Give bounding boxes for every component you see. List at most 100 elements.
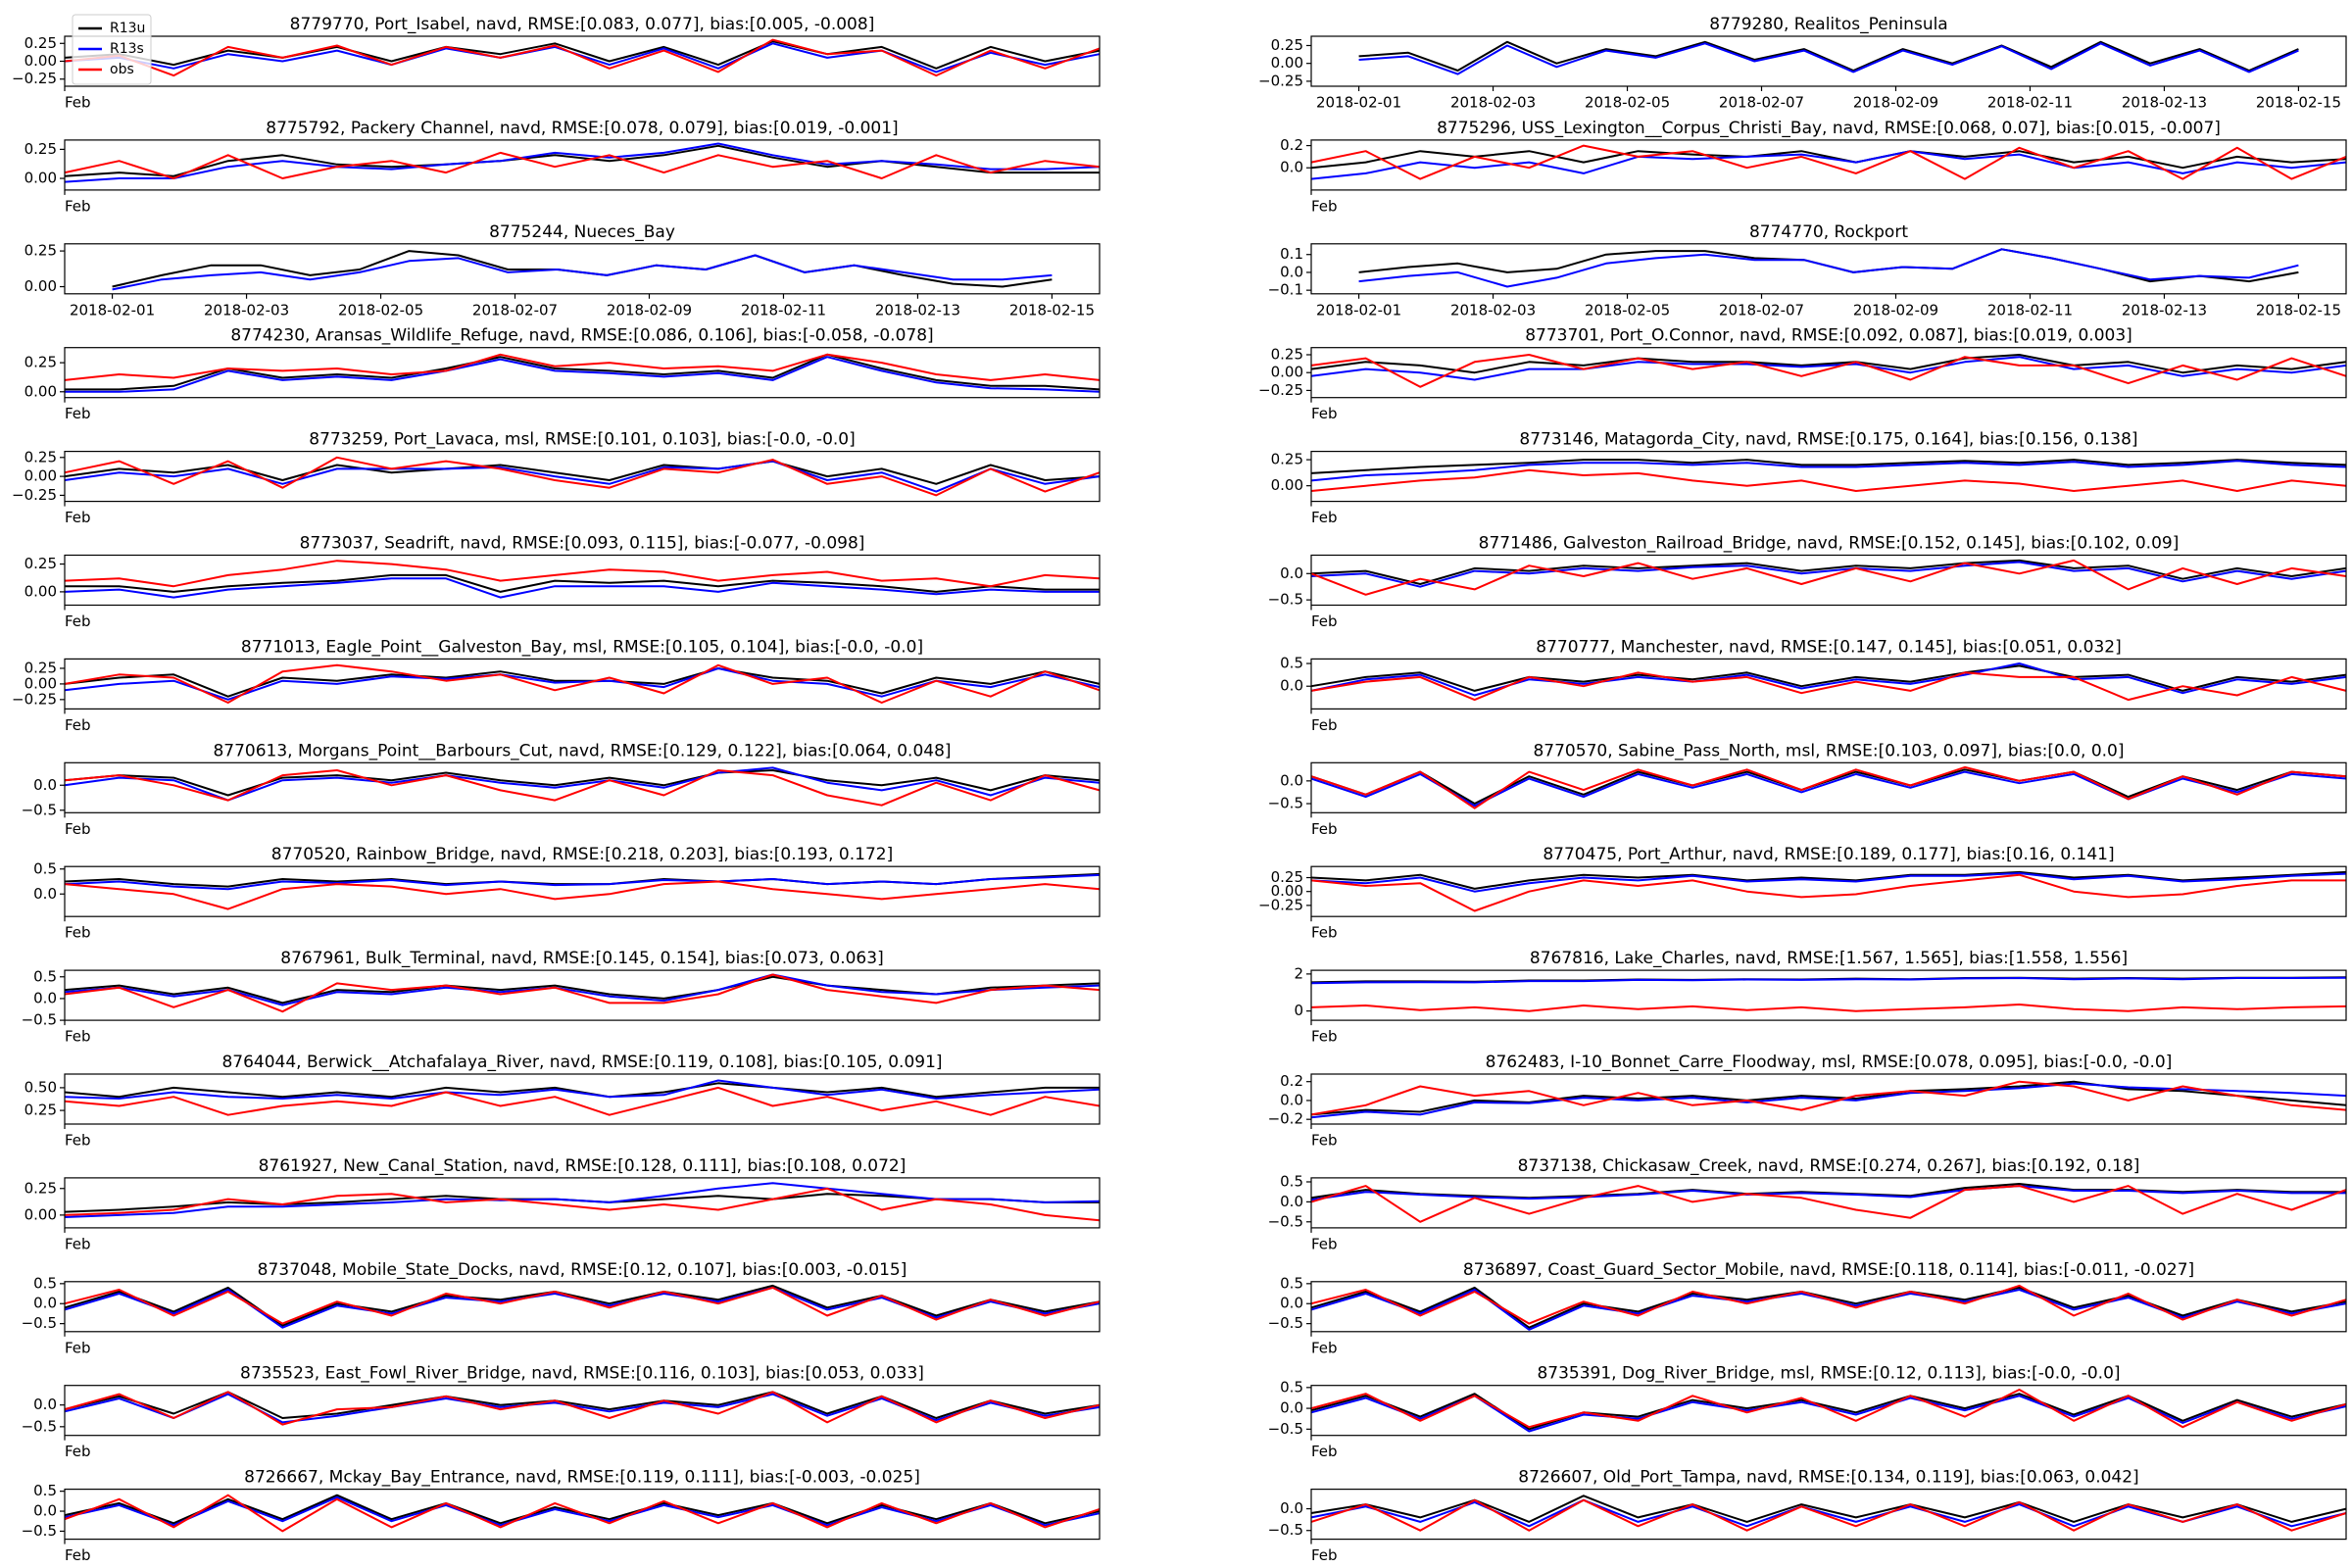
y-tick-label: 0.25 <box>1271 36 1303 54</box>
y-tick-label: 0.5 <box>33 1482 57 1499</box>
chart-title: 8770520, Rainbow_Bridge, navd, RMSE:[0.2… <box>271 845 893 864</box>
y-tick-label: −0.25 <box>12 690 57 708</box>
series-line <box>1358 42 2299 75</box>
y-tick-label: 0.00 <box>1271 476 1303 494</box>
y-tick-label: 0.0 <box>1280 263 1303 280</box>
x-tick-label: Feb <box>1311 509 1338 526</box>
y-tick-label: 0.0 <box>1280 771 1303 789</box>
chart-title: 8775296, USS_Lexington__Corpus_Christi_B… <box>1437 119 2221 138</box>
y-tick-label: 0.0 <box>33 885 57 903</box>
y-tick-label: 0.5 <box>33 859 57 877</box>
chart-title: 8771013, Eagle_Point__Galveston_Bay, msl… <box>241 637 923 657</box>
axes-frame <box>64 35 1101 87</box>
y-tick-label: 0.0 <box>33 1502 57 1520</box>
axes-frame <box>1310 451 2347 503</box>
x-tick-label: Feb <box>1311 405 1338 422</box>
chart-title: 8775792, Packery Channel, navd, RMSE:[0.… <box>266 119 898 138</box>
y-tick-label: −0.5 <box>1268 1314 1303 1332</box>
chart-title: 8726667, Mckay_Bay_Entrance, navd, RMSE:… <box>244 1468 920 1488</box>
y-tick-label: −0.5 <box>1268 1521 1303 1539</box>
chart-title: 8770613, Morgans_Point__Barbours_Cut, na… <box>213 741 951 760</box>
series-line <box>1358 248 2299 288</box>
x-tick-label: 2018-02-13 <box>2122 301 2207 318</box>
x-tick-label: Feb <box>1311 716 1338 734</box>
series-line <box>64 1082 1100 1099</box>
series-line <box>64 1086 1101 1116</box>
axes-frame <box>1310 347 2347 399</box>
x-tick-label: 2018-02-03 <box>1450 94 1536 112</box>
y-tick-label: 0.5 <box>33 967 57 985</box>
series-line <box>64 142 1101 183</box>
series-line <box>1310 1393 2347 1431</box>
series-line <box>1310 354 2347 374</box>
chart-title: 8737048, Mobile_State_Docks, navd, RMSE:… <box>258 1260 907 1280</box>
x-tick-label: 2018-02-15 <box>1009 301 1095 318</box>
series-line <box>1310 1080 2347 1116</box>
y-tick-label: −0.25 <box>1258 72 1303 89</box>
series-line <box>64 1494 1101 1533</box>
axes-frame <box>1310 554 2347 607</box>
x-tick-label: Feb <box>65 924 91 942</box>
x-tick-label: 2018-02-15 <box>2256 94 2341 112</box>
x-tick-label: 2018-02-05 <box>1585 301 1670 318</box>
legend-box <box>72 14 152 85</box>
x-tick-label: Feb <box>65 612 91 630</box>
y-tick-label: −0.25 <box>1258 381 1303 399</box>
axes-frame <box>1310 1177 2347 1229</box>
chart-title: 8762483, I-10_Bonnet_Carre_Floodway, msl… <box>1486 1053 2173 1072</box>
y-tick-label: 0.00 <box>24 52 57 70</box>
series-line <box>1358 40 2299 72</box>
series-line <box>64 1079 1101 1100</box>
chart-title: 8735523, East_Fowl_River_Bridge, navd, R… <box>240 1364 924 1384</box>
series-line <box>64 456 1101 497</box>
series-line <box>1310 559 2347 585</box>
chart-title: 8779280, Realitos_Peninsula <box>1709 15 1947 34</box>
x-tick-label: Feb <box>1311 1028 1338 1046</box>
axes-frame <box>64 761 1101 813</box>
y-tick-label: 0.0 <box>33 1396 57 1413</box>
y-tick-label: 0.00 <box>24 582 57 600</box>
chart-title: 8764044, Berwick__Atchafalaya_River, nav… <box>221 1053 942 1072</box>
chart-title: 8773037, Seadrift, navd, RMSE:[0.093, 0.… <box>300 534 865 554</box>
axes-frame <box>1310 1488 2347 1541</box>
axes-frame <box>1310 658 2347 710</box>
series-line <box>1310 1494 2347 1523</box>
axes-frame <box>1310 1073 2347 1125</box>
axes-frame <box>64 243 1101 295</box>
axes-frame <box>64 1385 1101 1437</box>
y-tick-label: 0.25 <box>24 555 57 572</box>
axes-frame <box>64 969 1101 1021</box>
axes-frame <box>1310 761 2347 813</box>
series-line <box>112 250 1053 288</box>
y-tick-label: 0.1 <box>1280 245 1303 263</box>
y-tick-label: 0.00 <box>24 277 57 295</box>
x-tick-label: 2018-02-09 <box>1853 301 1938 318</box>
chart-title: 8770570, Sabine_Pass_North, msl, RMSE:[0… <box>1533 741 2124 760</box>
y-tick-label: 0.25 <box>24 140 57 158</box>
series-line <box>1310 1185 2346 1201</box>
y-tick-label: 0.25 <box>24 1179 57 1197</box>
x-tick-label: 2018-02-03 <box>1450 301 1536 318</box>
y-tick-label: 0.2 <box>1280 1072 1303 1090</box>
y-tick-label: 2 <box>1294 964 1303 982</box>
y-tick-label: 0.2 <box>1280 136 1303 154</box>
y-tick-label: 0.25 <box>24 34 57 52</box>
y-tick-label: 0.00 <box>24 170 57 187</box>
y-tick-label: −0.5 <box>1268 1212 1303 1230</box>
series-line <box>64 151 1101 179</box>
y-tick-label: 0.00 <box>24 382 57 400</box>
x-tick-label: 2018-02-11 <box>1987 301 2073 318</box>
legend-label: R13s <box>110 41 144 57</box>
series-line <box>1310 1395 2347 1433</box>
series-line <box>64 460 1101 485</box>
y-tick-label: 0.5 <box>1280 1378 1303 1396</box>
x-tick-label: 2018-02-05 <box>1585 94 1670 112</box>
y-tick-label: 0.0 <box>1280 1295 1303 1312</box>
series-line <box>1310 1389 2347 1429</box>
series-line <box>64 1187 1101 1222</box>
series-line <box>65 573 1100 593</box>
axes-frame <box>64 865 1101 917</box>
series-line <box>1310 1498 2347 1532</box>
y-tick-label: −0.25 <box>12 70 57 87</box>
